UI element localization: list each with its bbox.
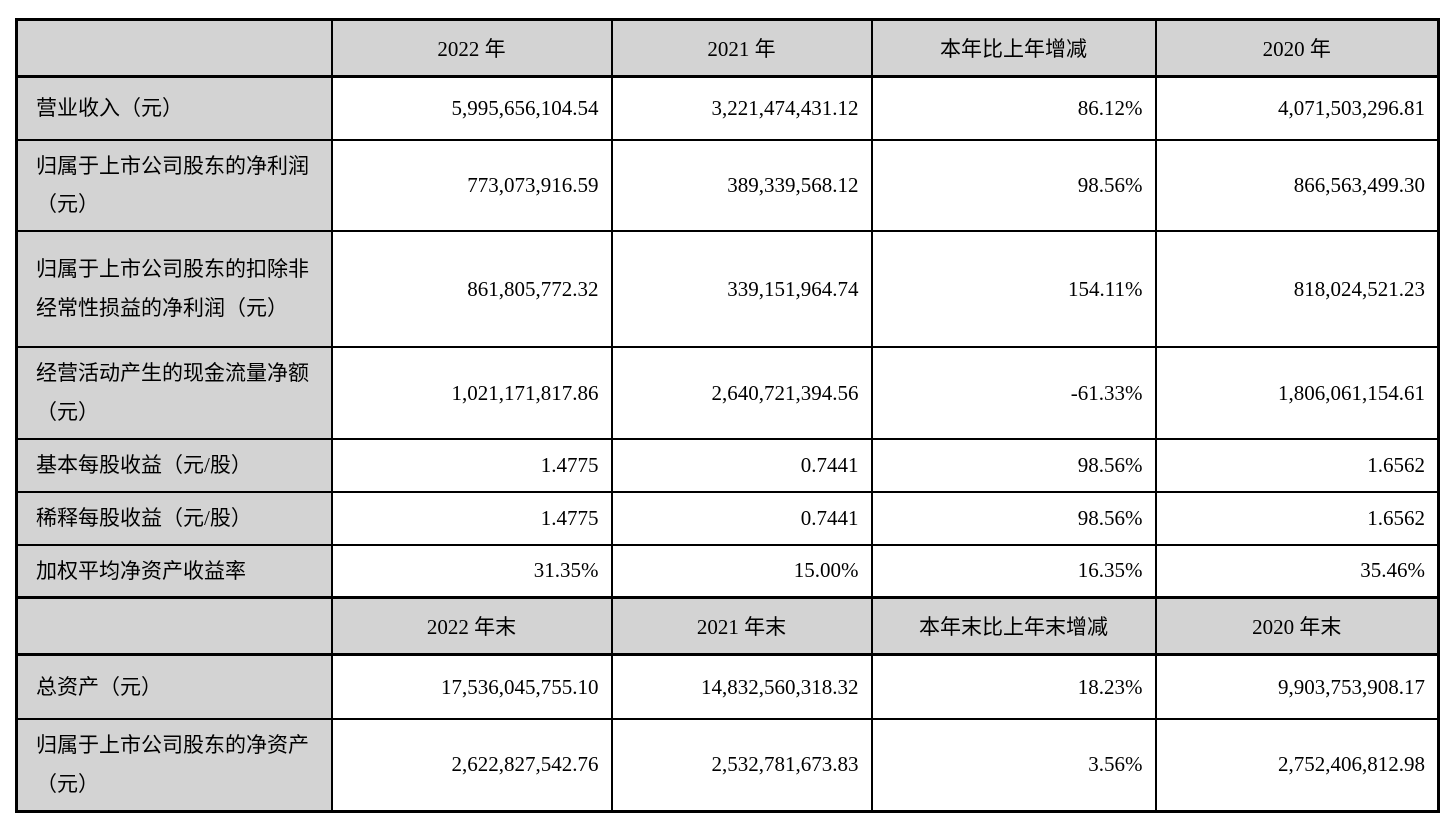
table-cell: 35.46% (1154, 543, 1440, 599)
table-header-annual: 2022 年 2021 年 本年比上年增减 2020 年 (15, 18, 1440, 78)
table-cell: 3.56% (870, 717, 1157, 813)
table-cell: 14,832,560,318.32 (610, 653, 873, 720)
table-cell: 773,073,916.59 (330, 138, 613, 233)
table-cell: 866,563,499.30 (1154, 138, 1440, 233)
row-label: 基本每股收益（元/股） (15, 437, 333, 493)
table-cell: 339,151,964.74 (610, 230, 873, 349)
table-cell: 31.35% (330, 543, 613, 599)
table-cell: 15.00% (610, 543, 873, 599)
table-cell: 0.7441 (610, 490, 873, 546)
table-cell: 9,903,753,908.17 (1154, 653, 1440, 720)
row-label: 总资产（元） (15, 653, 333, 720)
table-cell: 818,024,521.23 (1154, 230, 1440, 349)
table-cell: 86.12% (870, 75, 1157, 141)
table-cell: 18.23% (870, 653, 1157, 720)
row-label: 稀释每股收益（元/股） (15, 490, 333, 546)
table-row-diluted-eps: 稀释每股收益（元/股） 1.4775 0.7441 98.56% 1.6562 (15, 490, 1440, 546)
table-cell: 98.56% (870, 437, 1157, 493)
table-cell: 2,532,781,673.83 (610, 717, 873, 813)
header-col-2021: 2021 年 (610, 18, 873, 78)
row-label: 营业收入（元） (15, 75, 333, 141)
row-label: 归属于上市公司股东的扣除非经常性损益的净利润（元） (15, 230, 333, 349)
row-label: 经营活动产生的现金流量净额（元） (15, 346, 333, 440)
table-cell: 1.4775 (330, 437, 613, 493)
header-col-2020: 2020 年 (1154, 18, 1440, 78)
table-row-weighted-avg-roe: 加权平均净资产收益率 31.35% 15.00% 16.35% 35.46% (15, 543, 1440, 599)
header-empty-cell (15, 18, 333, 78)
table-cell: 1.6562 (1154, 490, 1440, 546)
table-cell: 98.56% (870, 138, 1157, 233)
header-col-2022: 2022 年 (330, 18, 613, 78)
table-cell: 2,752,406,812.98 (1154, 717, 1440, 813)
header-col-yoy-change: 本年比上年增减 (870, 18, 1157, 78)
table-cell: 0.7441 (610, 437, 873, 493)
table-cell: 2,640,721,394.56 (610, 346, 873, 440)
table-cell: 1.6562 (1154, 437, 1440, 493)
table-row-net-assets: 归属于上市公司股东的净资产（元） 2,622,827,542.76 2,532,… (15, 717, 1440, 813)
table-cell: 98.56% (870, 490, 1157, 546)
table-cell: 5,995,656,104.54 (330, 75, 613, 141)
header-col-2021-end: 2021 年末 (610, 596, 873, 657)
table-cell: -61.33% (870, 346, 1157, 440)
row-label: 加权平均净资产收益率 (15, 543, 333, 599)
table-row-basic-eps: 基本每股收益（元/股） 1.4775 0.7441 98.56% 1.6562 (15, 437, 1440, 493)
table-row-operating-cash-flow: 经营活动产生的现金流量净额（元） 1,021,171,817.86 2,640,… (15, 346, 1440, 440)
financial-summary-table: 2022 年 2021 年 本年比上年增减 2020 年 营业收入（元） 5,9… (15, 18, 1440, 813)
table-cell: 389,339,568.12 (610, 138, 873, 233)
header-col-2020-end: 2020 年末 (1154, 596, 1440, 657)
table-cell: 17,536,045,755.10 (330, 653, 613, 720)
table-header-year-end: 2022 年末 2021 年末 本年末比上年末增减 2020 年末 (15, 596, 1440, 657)
table-row-net-profit: 归属于上市公司股东的净利润（元） 773,073,916.59 389,339,… (15, 138, 1440, 233)
table-cell: 154.11% (870, 230, 1157, 349)
header-col-yearend-change: 本年末比上年末增减 (870, 596, 1157, 657)
table-cell: 1.4775 (330, 490, 613, 546)
header-empty-cell (15, 596, 333, 657)
table-cell: 1,021,171,817.86 (330, 346, 613, 440)
table-row-revenue: 营业收入（元） 5,995,656,104.54 3,221,474,431.1… (15, 75, 1440, 141)
row-label: 归属于上市公司股东的净利润（元） (15, 138, 333, 233)
table-cell: 3,221,474,431.12 (610, 75, 873, 141)
table-cell: 16.35% (870, 543, 1157, 599)
header-col-2022-end: 2022 年末 (330, 596, 613, 657)
table-cell: 4,071,503,296.81 (1154, 75, 1440, 141)
row-label: 归属于上市公司股东的净资产（元） (15, 717, 333, 813)
table-row-net-profit-excl-nonrecurring: 归属于上市公司股东的扣除非经常性损益的净利润（元） 861,805,772.32… (15, 230, 1440, 349)
table-cell: 861,805,772.32 (330, 230, 613, 349)
table-cell: 1,806,061,154.61 (1154, 346, 1440, 440)
table-cell: 2,622,827,542.76 (330, 717, 613, 813)
table-row-total-assets: 总资产（元） 17,536,045,755.10 14,832,560,318.… (15, 653, 1440, 720)
